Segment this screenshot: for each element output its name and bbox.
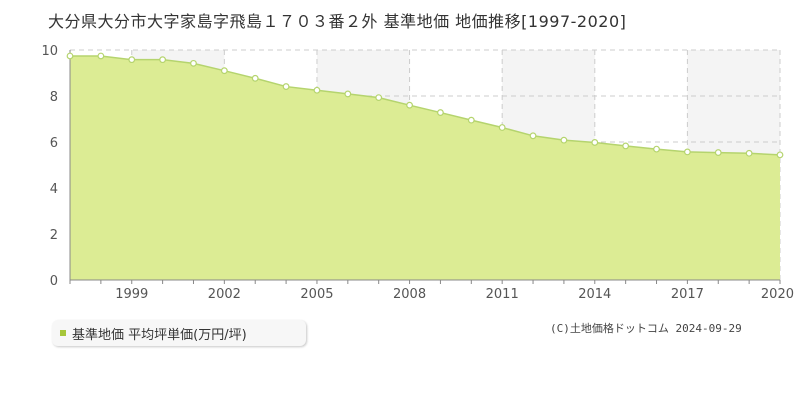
y-tick-label: 2 [50,228,58,243]
data-point [220,67,228,75]
data-point [344,90,352,98]
data-point [498,124,506,131]
data-point [190,59,197,67]
data-point [776,151,784,159]
data-point [622,142,630,150]
data-point [375,94,383,102]
y-tick-label: 10 [41,44,58,59]
x-tick-label: 2014 [578,287,611,302]
data-point [251,74,259,82]
y-tick-label: 0 [50,274,58,289]
legend-swatch [60,330,66,336]
data-point [467,116,475,124]
y-tick-label: 4 [50,182,58,197]
x-tick-label: 2017 [671,287,704,302]
series-line [70,55,781,156]
copyright-text: (C)土地価格ドットコム 2024-09-29 [550,322,742,335]
data-point [653,145,660,153]
data-point [591,139,599,146]
data-point [128,56,136,64]
legend-label: 基準地価 平均坪単価(万円/坪) [72,327,247,343]
data-point [683,148,691,156]
data-point [714,149,722,156]
data-point [406,101,413,109]
data-point [745,149,753,157]
y-tick-label: 6 [50,136,58,151]
x-tick-label: 2005 [300,287,333,302]
data-point [97,52,105,60]
chart-title: 大分県大分市大字家島字飛島１７０３番２外 基準地価 地価推移[1997-2020… [48,12,627,31]
x-tick-label: 2002 [208,287,241,302]
data-point [159,56,167,64]
area-fill [70,55,780,281]
data-point [560,136,568,144]
x-tick-label: 2020 [761,287,794,302]
data-point [313,86,321,94]
legend: 基準地価 平均坪単価(万円/坪) [52,320,306,346]
data-point [529,132,537,140]
x-tick-label: 1999 [115,287,148,302]
x-tick-label: 2011 [486,287,519,302]
data-point [437,109,444,116]
x-tick-label: 2008 [393,287,426,302]
data-point [282,83,290,90]
data-point [66,52,74,60]
y-tick-label: 8 [50,90,58,105]
